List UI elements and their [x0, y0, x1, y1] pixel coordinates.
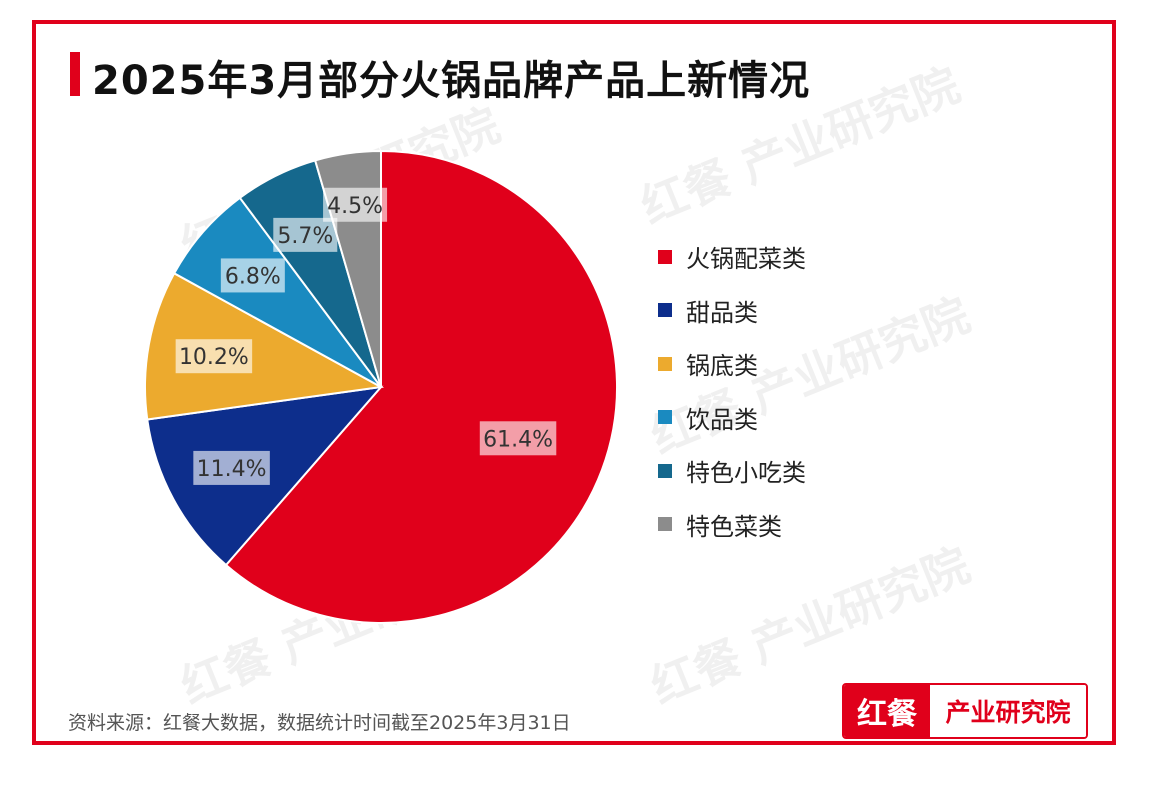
data-label-text: 10.2% — [179, 345, 249, 370]
legend-swatch — [658, 410, 672, 425]
legend-swatch — [658, 463, 672, 478]
data-label-text: 6.8% — [225, 264, 281, 289]
legend: 火锅配菜类甜品类锅底类饮品类特色小吃类特色菜类 — [658, 230, 806, 551]
legend-swatch — [658, 249, 672, 264]
legend-swatch — [658, 356, 672, 371]
data-label-2: 11.4% — [193, 450, 270, 485]
data-label-text: 11.4% — [197, 457, 267, 482]
legend-swatch — [658, 303, 672, 318]
legend-item: 火锅配菜类 — [658, 230, 806, 284]
data-label-text: 61.4% — [483, 427, 553, 452]
logo-mark: 红餐 — [844, 685, 930, 737]
logo-text: 产业研究院 — [930, 685, 1086, 737]
legend-swatch — [658, 517, 672, 532]
pie-slice-1 — [224, 149, 618, 624]
data-label-text: 5.7% — [277, 224, 333, 249]
legend-label: 饮品类 — [686, 405, 758, 434]
legend-label: 特色小吃类 — [686, 459, 806, 488]
data-label-6: 4.5% — [323, 187, 388, 222]
data-label-4: 6.8% — [220, 258, 285, 293]
chart-title: 2025年3月部分火锅品牌产品上新情况 — [92, 58, 811, 104]
legend-label: 甜品类 — [686, 298, 758, 327]
legend-item: 锅底类 — [658, 337, 806, 391]
data-label-5: 5.7% — [273, 217, 338, 252]
data-label-bg — [479, 421, 557, 456]
legend-item: 甜品类 — [658, 284, 806, 338]
data-label-bg — [220, 258, 285, 293]
data-label-text: 4.5% — [327, 194, 383, 219]
legend-item: 特色小吃类 — [658, 444, 806, 498]
brand-logo: 红餐 产业研究院 — [842, 683, 1088, 739]
legend-label: 特色菜类 — [686, 512, 782, 541]
data-label-bg — [273, 217, 338, 252]
legend-label: 火锅配菜类 — [686, 245, 806, 274]
legend-item: 饮品类 — [658, 391, 806, 445]
pie-slice-3 — [144, 271, 385, 421]
legend-item: 特色菜类 — [658, 498, 806, 552]
data-label-3: 10.2% — [175, 339, 253, 374]
data-label-1: 61.4% — [479, 421, 557, 456]
data-label-bg — [323, 187, 388, 222]
data-label-bg — [193, 450, 270, 485]
legend-label: 锅底类 — [686, 352, 758, 381]
source-note: 资料来源：红餐大数据，数据统计时间截至2025年3月31日 — [68, 712, 571, 734]
title-accent-bar — [70, 52, 80, 96]
data-label-bg — [175, 339, 253, 374]
